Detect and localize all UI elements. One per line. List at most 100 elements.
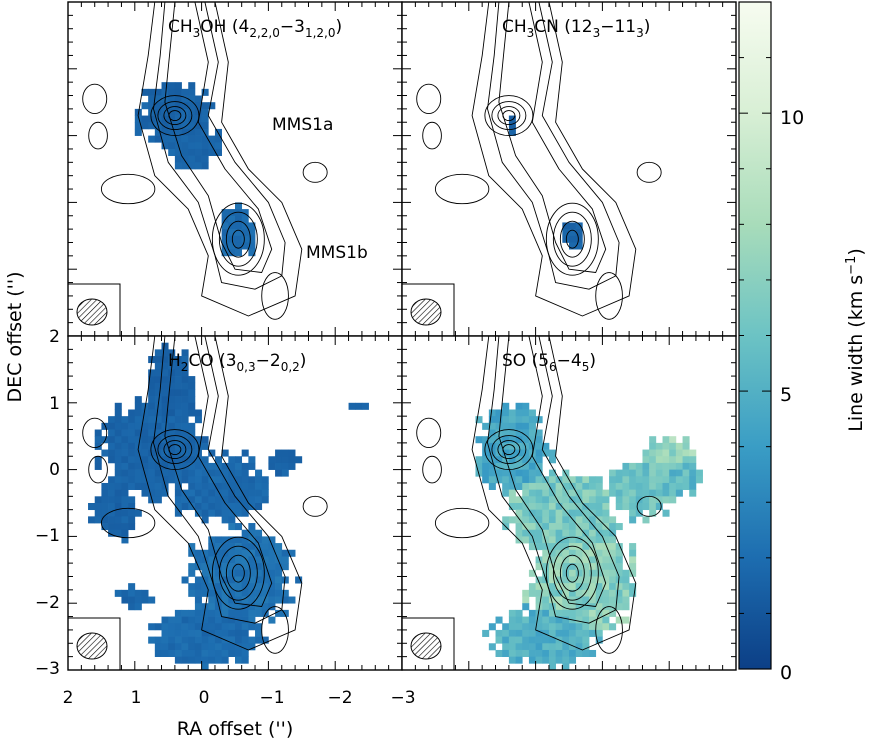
emission-pixel xyxy=(542,549,550,557)
emission-pixel xyxy=(228,209,236,217)
emission-pixel xyxy=(255,589,263,597)
panel-frame xyxy=(401,335,737,671)
emission-pixel xyxy=(642,489,650,497)
emission-pixel xyxy=(141,429,149,437)
emission-pixel xyxy=(194,629,202,637)
emission-pixel xyxy=(161,376,169,384)
emission-pixel xyxy=(228,556,236,564)
emission-pixel xyxy=(214,583,222,591)
emission-pixel xyxy=(689,449,697,457)
emission-pixel xyxy=(174,429,182,437)
emission-pixel xyxy=(261,489,269,497)
emission-pixel xyxy=(188,583,196,591)
emission-pixel xyxy=(528,523,536,531)
beam-indicator xyxy=(67,283,121,337)
emission-pixel xyxy=(208,656,216,664)
emission-pixel xyxy=(689,476,697,484)
emission-pixel xyxy=(194,462,202,470)
emission-pixel xyxy=(542,482,550,490)
emission-pixel xyxy=(228,489,236,497)
emission-pixel xyxy=(121,482,129,490)
emission-pixel xyxy=(188,429,196,437)
emission-pixel xyxy=(488,416,496,424)
emission-pixel xyxy=(168,643,176,651)
emission-pixel xyxy=(241,603,249,611)
emission-pixel xyxy=(548,449,556,457)
emission-pixel xyxy=(622,462,630,470)
emission-pixel xyxy=(194,603,202,611)
emission-pixel xyxy=(268,596,276,604)
contour-clump xyxy=(416,83,442,115)
emission-pixel xyxy=(241,229,249,237)
emission-pixel xyxy=(174,389,182,397)
emission-pixel xyxy=(635,476,643,484)
emission-pixel xyxy=(515,429,523,437)
emission-pixel xyxy=(181,396,189,404)
emission-pixel xyxy=(595,543,603,551)
emission-pixel xyxy=(188,436,196,444)
emission-pixel xyxy=(629,556,637,564)
emission-pixel xyxy=(241,616,249,624)
emission-pixel xyxy=(201,469,209,477)
emission-pixel xyxy=(569,523,577,531)
emission-pixel xyxy=(535,543,543,551)
emission-pixel xyxy=(548,469,556,477)
emission-pixel xyxy=(201,623,209,631)
emission-pixel xyxy=(154,369,162,377)
emission-pixel xyxy=(188,122,196,130)
emission-pixel xyxy=(569,656,577,664)
emission-pixel xyxy=(502,643,510,651)
emission-pixel xyxy=(261,549,269,557)
emission-pixel xyxy=(161,402,169,410)
emission-pixel xyxy=(194,128,202,136)
emission-pixel xyxy=(595,569,603,577)
emission-pixel xyxy=(248,496,256,504)
emission-pixel xyxy=(221,229,229,237)
emission-pixel xyxy=(174,449,182,457)
emission-pixel xyxy=(161,362,169,370)
emission-pixel xyxy=(241,469,249,477)
emission-pixel xyxy=(515,509,523,517)
emission-pixel xyxy=(522,596,530,604)
emission-pixel xyxy=(161,409,169,417)
emission-pixel xyxy=(248,556,256,564)
emission-pixel xyxy=(562,489,570,497)
emission-pixel xyxy=(88,503,96,511)
emission-pixel xyxy=(221,569,229,577)
emission-pixel xyxy=(194,623,202,631)
emission-pixel xyxy=(248,549,256,557)
emission-pixel xyxy=(582,523,590,531)
emission-pixel xyxy=(662,442,670,450)
emission-pixel xyxy=(662,482,670,490)
emission-pixel xyxy=(508,469,516,477)
emission-pixel xyxy=(134,396,142,404)
emission-pixel xyxy=(515,456,523,464)
emission-pixel xyxy=(128,476,136,484)
emission-pixel xyxy=(228,516,236,524)
emission-pixel xyxy=(241,596,249,604)
emission-pixel xyxy=(515,616,523,624)
emission-pixel xyxy=(609,609,617,617)
emission-pixel xyxy=(602,576,610,584)
emission-pixel xyxy=(502,436,510,444)
emission-pixel xyxy=(689,456,697,464)
emission-pixel xyxy=(148,422,156,430)
emission-pixel xyxy=(134,402,142,410)
emission-pixel xyxy=(589,623,597,631)
emission-pixel xyxy=(528,656,536,664)
emission-pixel xyxy=(168,88,176,96)
emission-pixel xyxy=(255,549,263,557)
emission-pixel xyxy=(569,509,577,517)
emission-pixel xyxy=(168,135,176,143)
emission-pixel xyxy=(255,583,263,591)
emission-pixel xyxy=(161,82,169,90)
emission-pixel xyxy=(148,436,156,444)
emission-pixel xyxy=(148,429,156,437)
emission-pixel xyxy=(134,429,142,437)
emission-pixel xyxy=(508,128,516,136)
emission-pixel xyxy=(522,469,530,477)
emission-pixel xyxy=(161,629,169,637)
emission-pixel xyxy=(495,476,503,484)
emission-pixel xyxy=(101,503,109,511)
emission-pixel xyxy=(241,503,249,511)
